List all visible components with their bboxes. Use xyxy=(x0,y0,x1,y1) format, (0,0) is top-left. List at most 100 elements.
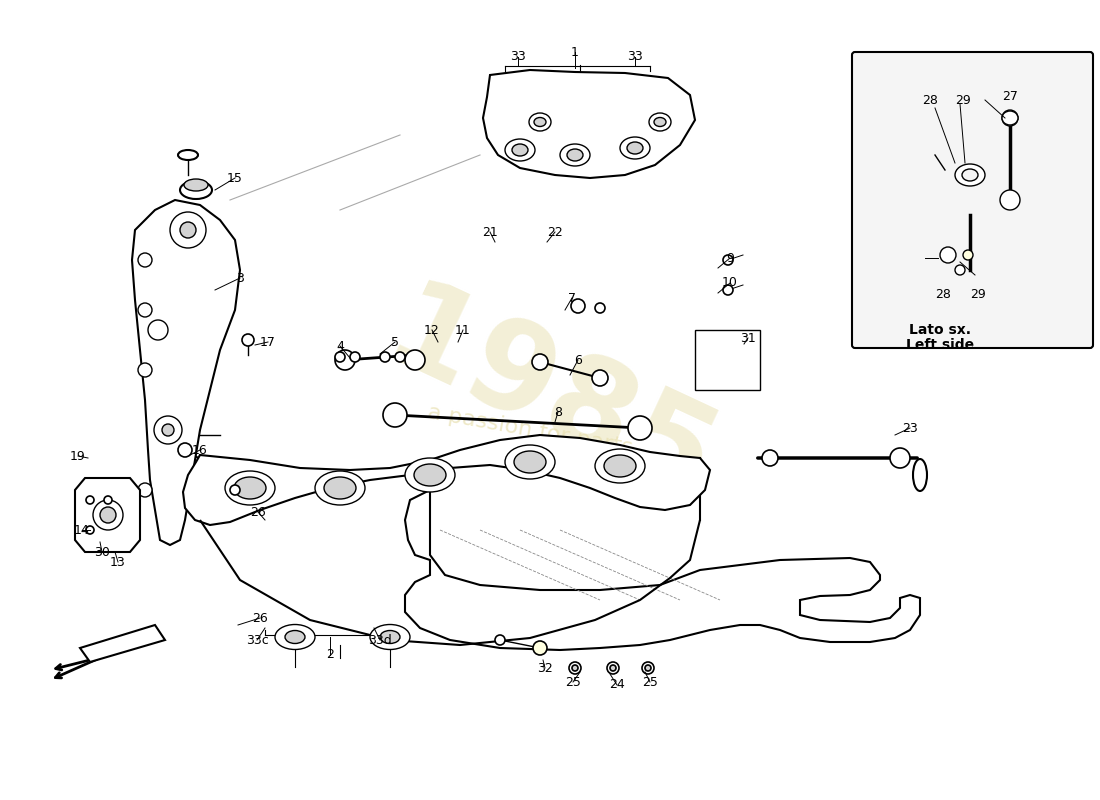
Text: 26: 26 xyxy=(252,611,268,625)
Ellipse shape xyxy=(505,139,535,161)
Ellipse shape xyxy=(370,625,410,650)
Polygon shape xyxy=(695,330,760,390)
Text: Lato sx.: Lato sx. xyxy=(909,323,971,337)
Text: 17: 17 xyxy=(260,335,276,349)
Ellipse shape xyxy=(184,179,208,191)
Ellipse shape xyxy=(100,507,116,523)
Ellipse shape xyxy=(604,455,636,477)
Text: 8: 8 xyxy=(554,406,562,418)
Ellipse shape xyxy=(285,630,305,643)
Ellipse shape xyxy=(405,458,455,492)
Ellipse shape xyxy=(234,477,266,499)
Circle shape xyxy=(162,424,174,436)
Text: 25: 25 xyxy=(565,675,581,689)
Ellipse shape xyxy=(595,449,645,483)
Ellipse shape xyxy=(704,340,732,360)
Text: 4: 4 xyxy=(337,339,344,353)
Ellipse shape xyxy=(962,169,978,181)
Circle shape xyxy=(762,450,778,466)
Ellipse shape xyxy=(649,113,671,131)
Text: 19: 19 xyxy=(70,450,86,462)
Circle shape xyxy=(642,662,654,674)
Polygon shape xyxy=(75,478,140,552)
FancyBboxPatch shape xyxy=(852,52,1093,348)
Circle shape xyxy=(592,370,608,386)
Text: 32: 32 xyxy=(537,662,553,674)
Ellipse shape xyxy=(226,471,275,505)
Polygon shape xyxy=(405,490,920,650)
Text: 33: 33 xyxy=(627,50,642,63)
Text: 15: 15 xyxy=(227,171,243,185)
Circle shape xyxy=(242,334,254,346)
Circle shape xyxy=(572,665,578,671)
Text: 22: 22 xyxy=(547,226,563,238)
Ellipse shape xyxy=(913,459,927,491)
Text: 25: 25 xyxy=(642,675,658,689)
Text: 26: 26 xyxy=(250,506,266,518)
Circle shape xyxy=(154,416,182,444)
Text: 11: 11 xyxy=(455,323,471,337)
Ellipse shape xyxy=(620,137,650,159)
Ellipse shape xyxy=(512,144,528,156)
Circle shape xyxy=(571,299,585,313)
Text: 16: 16 xyxy=(192,443,208,457)
Circle shape xyxy=(628,416,652,440)
Circle shape xyxy=(170,212,206,248)
Text: 27: 27 xyxy=(1002,90,1018,103)
Circle shape xyxy=(138,483,152,497)
Circle shape xyxy=(595,303,605,313)
Polygon shape xyxy=(132,200,240,545)
Circle shape xyxy=(607,662,619,674)
Ellipse shape xyxy=(560,144,590,166)
Circle shape xyxy=(534,641,547,655)
Circle shape xyxy=(955,265,965,275)
Text: 28: 28 xyxy=(935,289,950,302)
Ellipse shape xyxy=(654,118,666,126)
Circle shape xyxy=(178,443,192,457)
Circle shape xyxy=(383,403,407,427)
Circle shape xyxy=(723,285,733,295)
Text: 33c: 33c xyxy=(245,634,268,646)
Ellipse shape xyxy=(529,113,551,131)
Circle shape xyxy=(138,303,152,317)
Text: 21: 21 xyxy=(482,226,498,238)
Text: 33d: 33d xyxy=(368,634,392,646)
Text: 31: 31 xyxy=(740,331,756,345)
Text: Left side: Left side xyxy=(906,338,975,352)
Circle shape xyxy=(1002,110,1018,126)
Ellipse shape xyxy=(379,630,400,643)
Text: 5: 5 xyxy=(390,335,399,349)
Text: 10: 10 xyxy=(722,277,738,290)
Circle shape xyxy=(148,320,168,340)
Ellipse shape xyxy=(1002,111,1018,125)
Ellipse shape xyxy=(324,477,356,499)
Text: 14: 14 xyxy=(74,523,90,537)
Circle shape xyxy=(532,354,548,370)
Circle shape xyxy=(890,448,910,468)
Circle shape xyxy=(495,635,505,645)
Circle shape xyxy=(336,352,345,362)
Text: 1: 1 xyxy=(571,46,579,58)
Ellipse shape xyxy=(414,464,446,486)
Text: 2: 2 xyxy=(326,649,334,662)
Circle shape xyxy=(962,250,974,260)
Polygon shape xyxy=(80,625,165,662)
Text: 33: 33 xyxy=(510,50,526,63)
Circle shape xyxy=(395,352,405,362)
Circle shape xyxy=(940,247,956,263)
Text: 7: 7 xyxy=(568,291,576,305)
Circle shape xyxy=(379,352,390,362)
Circle shape xyxy=(180,222,196,238)
Ellipse shape xyxy=(94,500,123,530)
Ellipse shape xyxy=(566,149,583,161)
Circle shape xyxy=(645,665,651,671)
Circle shape xyxy=(350,352,360,362)
Polygon shape xyxy=(183,435,710,525)
Ellipse shape xyxy=(505,445,556,479)
Text: 1985: 1985 xyxy=(366,272,734,528)
Ellipse shape xyxy=(711,345,725,355)
Ellipse shape xyxy=(315,471,365,505)
Circle shape xyxy=(569,662,581,674)
Circle shape xyxy=(104,496,112,504)
Text: 23: 23 xyxy=(902,422,917,434)
